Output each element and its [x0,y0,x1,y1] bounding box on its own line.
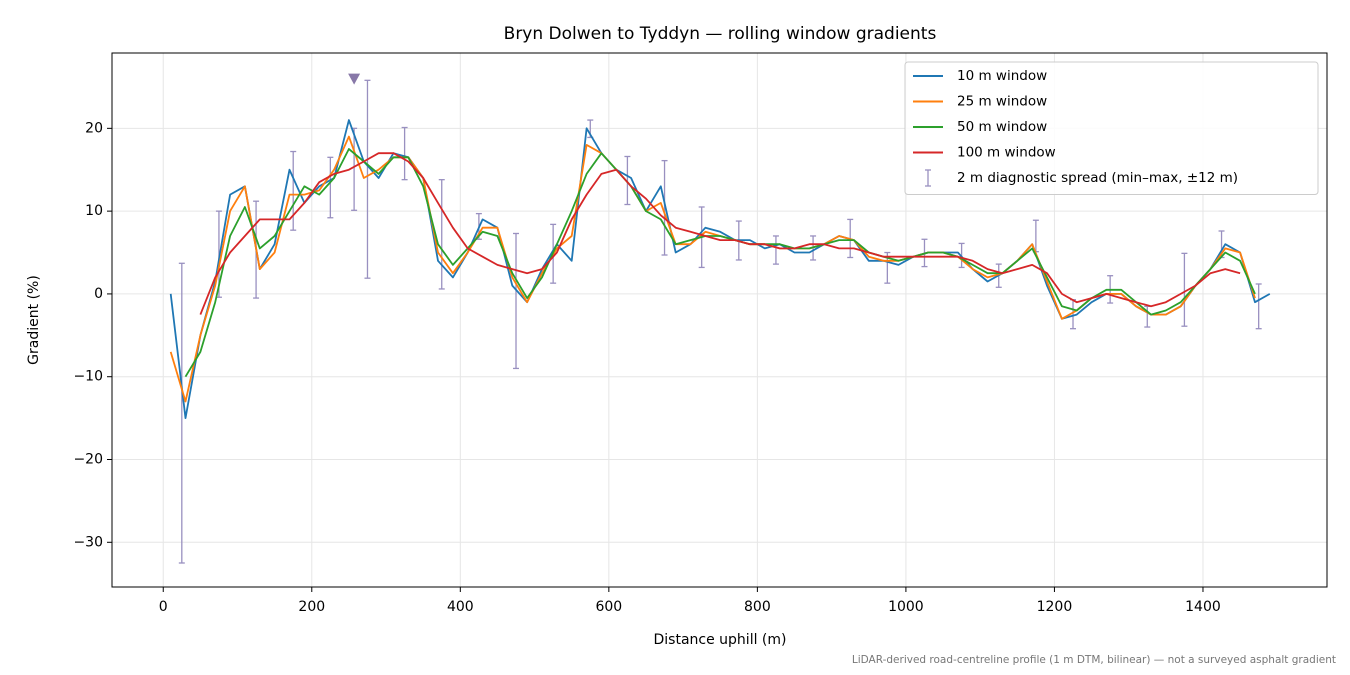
legend-label: 2 m diagnostic spread (min–max, ±12 m) [957,170,1238,186]
error-bar [364,79,371,279]
peak-marker [348,73,361,85]
error-bar [178,262,185,564]
series-line [199,152,1241,315]
legend-label: 25 m window [957,94,1047,110]
x-tick-label: 600 [595,599,622,615]
error-bar [661,159,668,256]
error-bar [401,126,408,181]
legend-label: 50 m window [957,119,1047,135]
error-bar [624,155,631,206]
error-bar [438,179,445,290]
error-bar [1181,252,1188,327]
y-tick-label: 10 [85,203,103,219]
error-bar [513,232,520,370]
error-bar [772,235,779,265]
y-tick-label: −30 [73,534,103,550]
plot-frame [111,52,1328,588]
chart-title: Bryn Dolwen to Tyddyn — rolling window g… [504,24,937,44]
footnote: LiDAR-derived road-centreline profile (1… [852,654,1336,666]
x-tick-label: 400 [447,599,474,615]
legend-box [904,61,1319,195]
y-tick-label: −20 [73,452,103,468]
error-bar [290,150,297,231]
y-axis-label: Gradient (%) [26,275,42,365]
error-bar [1255,283,1262,330]
legend-label: 100 m window [957,145,1056,161]
x-tick-label: 0 [159,599,168,615]
x-tick-label: 200 [298,599,325,615]
x-tick-label: 1200 [1037,599,1073,615]
x-tick-label: 800 [744,599,771,615]
y-tick-label: 20 [85,120,103,136]
y-tick-label: 0 [94,286,103,302]
legend-label: 10 m window [957,68,1047,84]
y-tick-label: −10 [73,369,103,385]
x-tick-label: 1000 [888,599,924,615]
series-line [169,119,1271,419]
series-line [169,135,1256,403]
x-tick-label: 1400 [1185,599,1221,615]
error-bar [327,156,334,219]
x-axis-label: Distance uphill (m) [654,632,787,648]
